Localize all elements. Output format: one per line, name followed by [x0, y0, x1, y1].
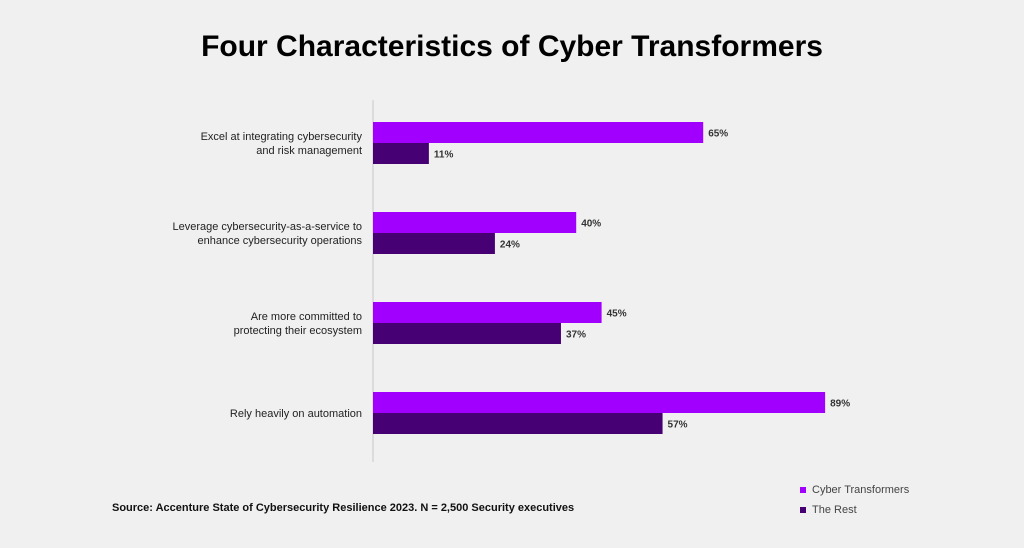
- data-label-cyber-transformers: 65%: [708, 129, 728, 140]
- bar-cyber-transformers: [373, 392, 826, 413]
- bar-the-rest: [373, 413, 663, 434]
- data-label-the-rest: 37%: [566, 330, 586, 341]
- source-note: Source: Accenture State of Cybersecurity…: [112, 502, 575, 514]
- bar-cyber-transformers: [373, 302, 602, 323]
- bar-the-rest: [373, 233, 495, 254]
- legend-item-the-rest: The Rest: [800, 504, 857, 516]
- data-label-cyber-transformers: 40%: [581, 219, 601, 230]
- data-label-the-rest: 57%: [668, 420, 688, 431]
- category-label: Are more committed to protecting their ec…: [234, 311, 362, 337]
- legend-swatch-the-rest: [800, 507, 806, 513]
- category-label: Rely heavily on automation: [230, 408, 362, 420]
- legend-item-cyber-transformers: Cyber Transformers: [800, 484, 909, 496]
- category-label: Leverage cybersecurity-as-a-service to en…: [172, 221, 362, 247]
- legend-label-cyber-transformers: Cyber Transformers: [812, 484, 910, 496]
- category-label: Excel at integrating cybersecurity and ri…: [201, 131, 363, 157]
- data-label-cyber-transformers: 89%: [830, 399, 850, 410]
- data-label-the-rest: 24%: [500, 240, 520, 251]
- bar-the-rest: [373, 143, 429, 164]
- legend-label-the-rest: The Rest: [812, 504, 857, 516]
- bar-the-rest: [373, 323, 561, 344]
- bar-cyber-transformers: [373, 122, 704, 143]
- data-label-cyber-transformers: 45%: [607, 309, 627, 320]
- legend-swatch-cyber-transformers: [800, 487, 806, 493]
- data-label-the-rest: 11%: [434, 150, 454, 161]
- bar-cyber-transformers: [373, 212, 577, 233]
- chart-title: Four Characteristics of Cyber Transforme…: [201, 30, 823, 63]
